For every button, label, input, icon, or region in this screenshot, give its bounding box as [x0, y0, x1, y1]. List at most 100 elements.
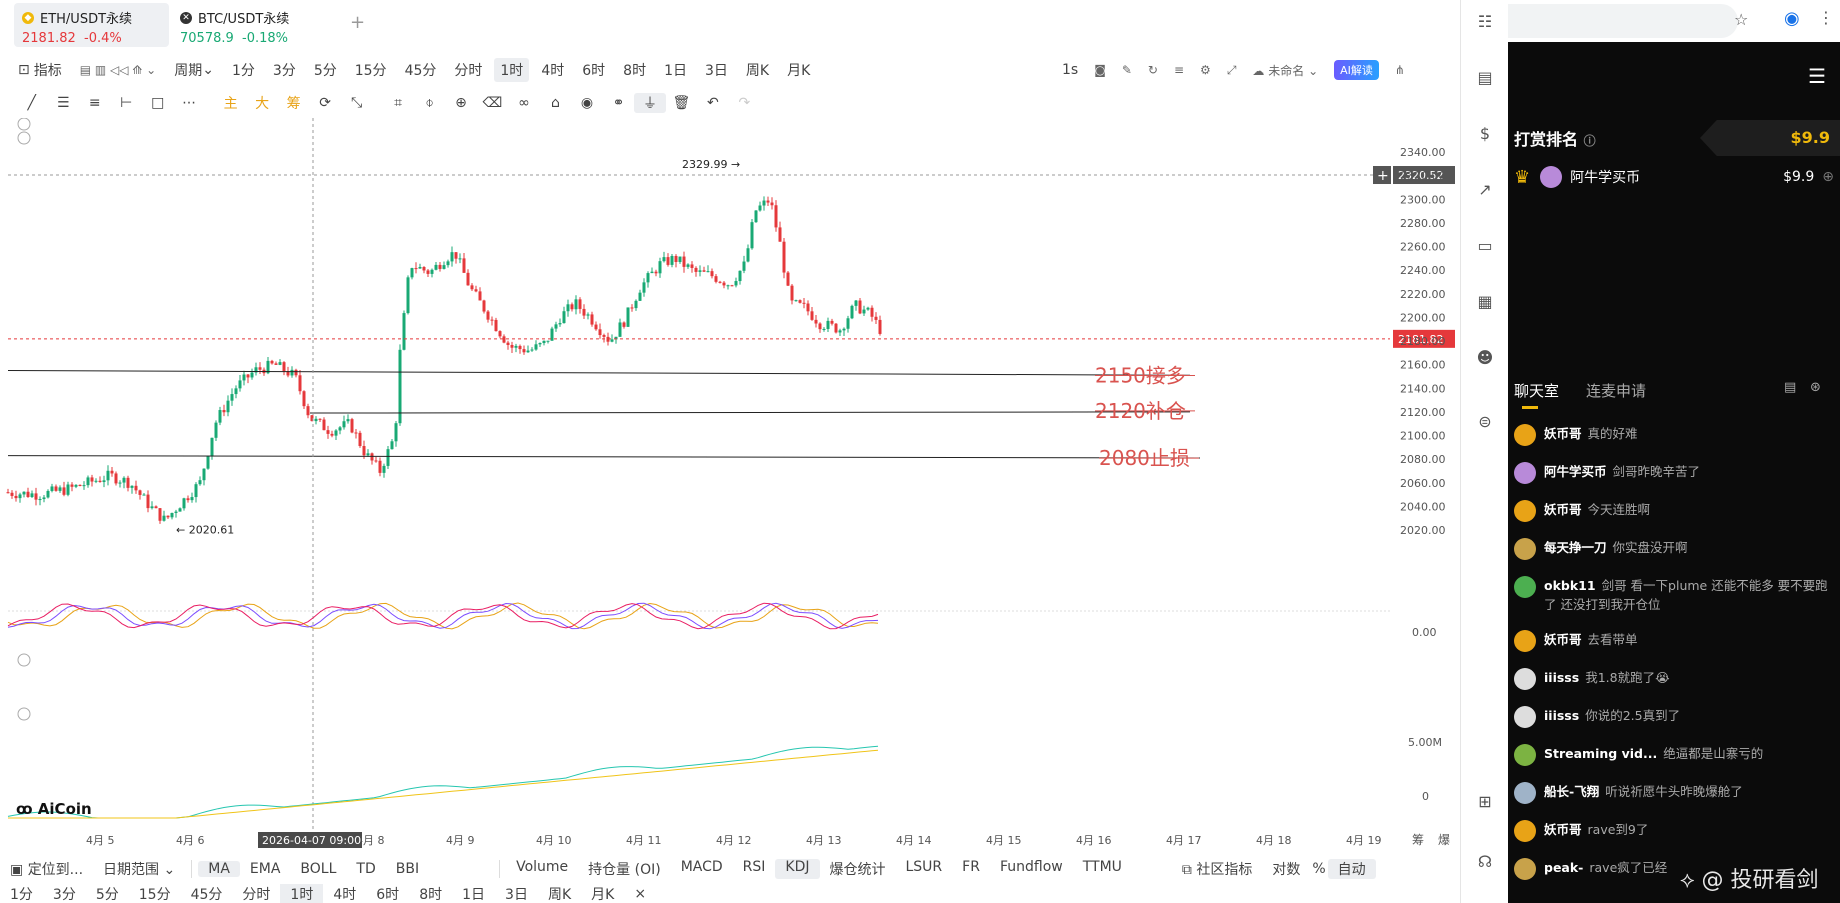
timeframe-分时[interactable]: 分时 — [454, 63, 483, 79]
add-icon[interactable]: ⊕ — [1822, 169, 1834, 185]
fullscreen-icon[interactable]: ⤢ — [1226, 62, 1237, 77]
candlestick-chart[interactable]: 2150接多2120补仓2080止损2320.522181.82+2329.99… — [0, 117, 1460, 856]
avatar[interactable] — [1514, 500, 1536, 522]
community-button[interactable]: ⧉ 社区指标 — [1181, 862, 1253, 878]
seconds-button[interactable]: 1s — [1062, 62, 1079, 78]
layout-icons[interactable]: ▤ ▥ ◁◁ ⟰ ⌄ — [79, 63, 157, 77]
tf-bar-分时[interactable]: 分时 — [242, 886, 271, 903]
hline-tool-icon[interactable]: ☰ — [56, 95, 70, 111]
camera-icon[interactable]: ◙ — [1094, 63, 1106, 77]
locate-button[interactable]: ▣ 定位到... — [10, 862, 84, 878]
chat-user[interactable]: iiisss — [1544, 670, 1580, 685]
chat-user[interactable]: iiisss — [1544, 708, 1580, 723]
timeframe-1时[interactable]: 1时 — [494, 58, 530, 82]
tab-chat[interactable]: 聊天室 — [1514, 382, 1560, 400]
big-button[interactable]: 大 — [255, 96, 270, 112]
tab-eth[interactable]: ◆ ETH/USDT永续 2181.82 -0.4% — [14, 3, 169, 47]
avatar[interactable] — [1514, 424, 1536, 446]
more-tool-icon[interactable]: ⋯ — [182, 95, 197, 111]
chat-user[interactable]: 阿牛学买币 — [1544, 464, 1607, 479]
close-icon[interactable]: × — [634, 885, 647, 902]
avatar[interactable] — [1514, 782, 1536, 804]
tab-btc[interactable]: ✕ BTC/USDT永续 70578.9 -0.18% — [172, 3, 327, 47]
tab-mic[interactable]: 连麦申请 — [1586, 382, 1647, 400]
avatar[interactable] — [1514, 630, 1536, 652]
watchlist-icon[interactable]: ☷ — [1477, 12, 1493, 31]
tf-bar-6时[interactable]: 6时 — [376, 886, 400, 903]
timeframe-8时[interactable]: 8时 — [623, 63, 647, 79]
avatar[interactable] — [1514, 576, 1536, 598]
trash-icon[interactable]: 🗑 — [672, 95, 691, 111]
auto-button[interactable]: 自动 — [1327, 859, 1376, 879]
exchange-icon[interactable]: ⊜ — [1478, 412, 1492, 431]
sub-indicator-TTMU[interactable]: TTMU — [1082, 859, 1122, 875]
sub-indicator-LSUR[interactable]: LSUR — [905, 859, 943, 875]
indicator-button[interactable]: ⊡ 指标 — [18, 60, 62, 80]
trend-icon[interactable]: ↗ — [1478, 180, 1492, 199]
timeframe-周K[interactable]: 周K — [745, 63, 770, 79]
tf-bar-5分[interactable]: 5分 — [95, 886, 119, 903]
link-icon[interactable]: ⚭ — [612, 95, 625, 111]
headset-icon[interactable]: ☊ — [1477, 852, 1493, 871]
timeframe-4时[interactable]: 4时 — [541, 63, 565, 79]
sub-indicator-FR[interactable]: FR — [962, 859, 980, 875]
chat-user[interactable]: 妖币哥 — [1544, 822, 1582, 837]
indicator-MA[interactable]: MA — [198, 861, 240, 877]
robot-icon[interactable]: ☻ — [1476, 348, 1494, 367]
tf-bar-15分[interactable]: 15分 — [138, 886, 171, 903]
unnamed-button[interactable]: ☁ 未命名 ⌄ — [1252, 63, 1319, 78]
timeframe-月K[interactable]: 月K — [787, 63, 811, 79]
info-icon[interactable]: ⓘ — [1583, 134, 1596, 148]
tf-bar-1日[interactable]: 1日 — [462, 886, 486, 903]
range-button[interactable]: 日期范围 ⌄ — [103, 862, 176, 878]
share-icon[interactable]: ⋔ — [1394, 63, 1405, 77]
timeframe-1分[interactable]: 1分 — [231, 63, 255, 79]
avatar[interactable] — [1514, 462, 1536, 484]
add-tab-icon[interactable]: + — [350, 12, 366, 33]
swap-icon[interactable]: ⟳ — [319, 95, 331, 111]
chat-user[interactable]: okbk11 — [1544, 578, 1596, 593]
tf-bar-45分[interactable]: 45分 — [190, 886, 223, 903]
list-icon[interactable]: ≡ — [1173, 63, 1185, 77]
redo-icon[interactable]: ↷ — [738, 95, 751, 111]
sub-indicator-持仓量 (OI)[interactable]: 持仓量 (OI) — [588, 862, 661, 878]
tf-bar-1时[interactable]: 1时 — [280, 883, 324, 903]
chat-user[interactable]: 船长-飞翔 — [1544, 784, 1600, 799]
avatar[interactable] — [1514, 820, 1536, 842]
tf-bar-3日[interactable]: 3日 — [505, 886, 528, 903]
line-tool-icon[interactable]: ╱ — [27, 95, 36, 111]
timeframe-5分[interactable]: 5分 — [313, 63, 337, 79]
magnet-icon[interactable]: ∞ — [518, 95, 530, 111]
timeframe-6时[interactable]: 6时 — [582, 63, 606, 79]
indicator-EMA[interactable]: EMA — [249, 861, 281, 877]
chip-button[interactable]: 筹 — [286, 96, 301, 112]
chat-user[interactable]: 妖币哥 — [1544, 426, 1582, 441]
close-icon[interactable]: ✕ — [180, 11, 192, 24]
period-button[interactable]: 周期 ⌄ — [174, 62, 214, 79]
sub-indicator-RSI[interactable]: RSI — [742, 859, 766, 875]
tf-bar-8时[interactable]: 8时 — [419, 886, 443, 903]
layout-icon[interactable]: ⊞ — [1478, 792, 1492, 811]
url-bar[interactable] — [1508, 4, 1738, 38]
monitor-icon[interactable]: ▭ — [1477, 236, 1493, 255]
percent-button[interactable]: % — [1312, 861, 1326, 877]
tf-bar-4时[interactable]: 4时 — [333, 886, 357, 903]
sub-indicator-MACD[interactable]: MACD — [680, 859, 723, 875]
eraser-icon[interactable]: ⌫ — [482, 95, 503, 111]
timeframe-45分[interactable]: 45分 — [404, 63, 437, 79]
indicator-BOLL[interactable]: BOLL — [300, 861, 337, 877]
main-button[interactable]: 主 — [223, 96, 238, 112]
lock-icon[interactable]: ⌂ — [551, 95, 560, 111]
channel-tool-icon[interactable]: ≡ — [88, 95, 101, 111]
indicator-BBI[interactable]: BBI — [395, 861, 420, 877]
undo-icon[interactable]: ↶ — [707, 95, 719, 111]
refresh-icon[interactable]: ↻ — [1147, 63, 1158, 77]
crop-icon[interactable]: ⌗ — [394, 95, 403, 111]
notes-icon[interactable]: ▤ — [1477, 68, 1493, 87]
avatar[interactable] — [1514, 706, 1536, 728]
more-icon[interactable]: ⋮ — [1818, 8, 1834, 27]
chat-user[interactable]: 妖币哥 — [1544, 632, 1582, 647]
settings-icon[interactable]: ⊛ — [1810, 380, 1821, 395]
filter-icon[interactable]: ⏚ — [634, 93, 666, 113]
zoom-icon[interactable]: ⊕ — [455, 95, 467, 111]
